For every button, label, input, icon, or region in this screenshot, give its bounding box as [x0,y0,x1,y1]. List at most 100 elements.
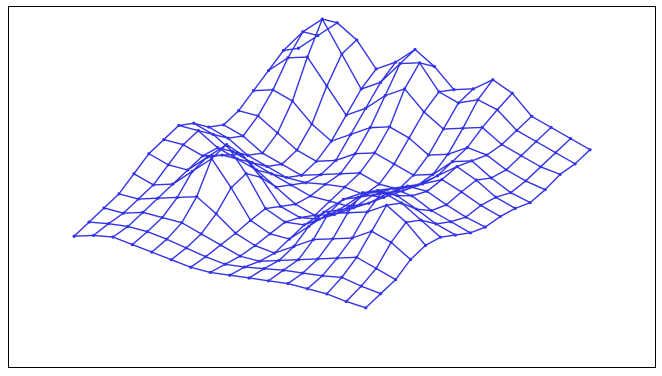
mesh-segment [167,144,184,166]
mesh-vertex [214,212,218,216]
mesh-segment [215,186,232,215]
mesh-segment [412,154,430,176]
mesh-segment [335,152,356,162]
mesh-segment [353,194,374,209]
mesh-segment [394,258,412,281]
mesh-segment [450,216,467,223]
mesh-segment [276,100,294,134]
mesh-segment [166,222,183,240]
mesh-segment [320,159,337,176]
mesh-segment [287,282,309,290]
mesh-vertex [320,17,324,21]
mesh-segment [432,153,449,176]
mesh-vertex [299,173,303,177]
mesh-segment [441,165,458,181]
mesh-segment [451,160,473,163]
mesh-segment [306,288,328,295]
mesh-vertex [394,277,398,282]
mesh-vertex [346,211,350,215]
mesh-segment [405,219,422,223]
mesh-segment [465,204,482,218]
mesh-segment [399,62,421,65]
mesh-segment [282,31,304,52]
mesh-segment [345,107,367,116]
mesh-vertex [359,284,363,288]
mesh-vertex [210,157,214,161]
mesh-vertex [398,61,402,66]
mesh-segment [341,256,358,279]
mesh-segment [246,154,268,168]
mesh-vertex [223,262,227,266]
mesh-segment [240,153,262,179]
mesh-segment [146,216,164,233]
mesh-segment [412,173,434,176]
mesh-segment [258,259,280,262]
mesh-segment [320,173,341,176]
mesh-segment [107,212,125,225]
mesh-segment [481,109,498,129]
mesh-vertex [392,162,396,166]
mesh-vertex [319,172,323,177]
mesh-segment [356,256,377,270]
mesh-segment [243,266,265,270]
mesh-segment [321,18,338,24]
mesh-segment [197,129,214,136]
mesh-segment [166,238,187,249]
mesh-vertex [453,233,458,237]
mesh-segment [447,127,464,155]
mesh-vertex [437,90,441,94]
mesh-vertex [431,172,435,176]
mesh-segment [249,207,267,222]
mesh-segment [460,191,482,207]
mesh-segment [339,172,361,175]
mesh-segment [204,256,226,265]
mesh-segment [263,267,285,271]
mesh-segment [335,133,352,162]
mesh-segment [510,180,527,194]
mesh-vertex [379,292,383,296]
mesh-segment [430,209,452,223]
mesh-segment [353,202,370,209]
mesh-segment [379,62,401,83]
mesh-segment [225,143,243,155]
mesh-vertex [268,232,272,236]
mesh-segment [327,212,349,215]
mesh-segment [321,18,343,55]
mesh-segment [426,178,443,192]
mesh-segment [294,203,316,217]
mesh-vertex [429,208,434,213]
mesh-segment [396,194,418,210]
mesh-segment [435,221,452,225]
mesh-vertex [147,152,151,156]
mesh-segment [267,280,289,285]
mesh-vertex [102,206,106,210]
mesh-vertex [171,182,175,186]
mesh-segment [505,169,527,182]
mesh-vertex [379,80,383,84]
mesh-segment [332,212,349,240]
mesh-segment [257,115,279,134]
mesh-vertex [307,224,311,228]
mesh-segment [272,57,289,91]
mesh-segment [359,172,380,185]
mesh-vertex [367,201,371,205]
mesh-segment [511,92,533,117]
mesh-vertex [235,157,239,161]
mesh-vertex [236,109,241,113]
mesh-segment [530,115,552,129]
mesh-segment [420,219,437,225]
mesh-segment [267,57,289,72]
mesh-vertex [401,189,405,193]
mesh-vertex [510,91,514,95]
mesh-segment [228,274,250,279]
mesh-segment [287,31,304,59]
mesh-vertex [260,151,265,155]
mesh-vertex [368,126,372,130]
mesh-segment [312,212,330,241]
mesh-segment [311,123,332,142]
mesh-segment [260,176,277,188]
mesh-vertex [359,87,363,91]
mesh-vertex [358,171,362,175]
mesh-segment [336,237,353,259]
mesh-vertex [328,199,332,203]
